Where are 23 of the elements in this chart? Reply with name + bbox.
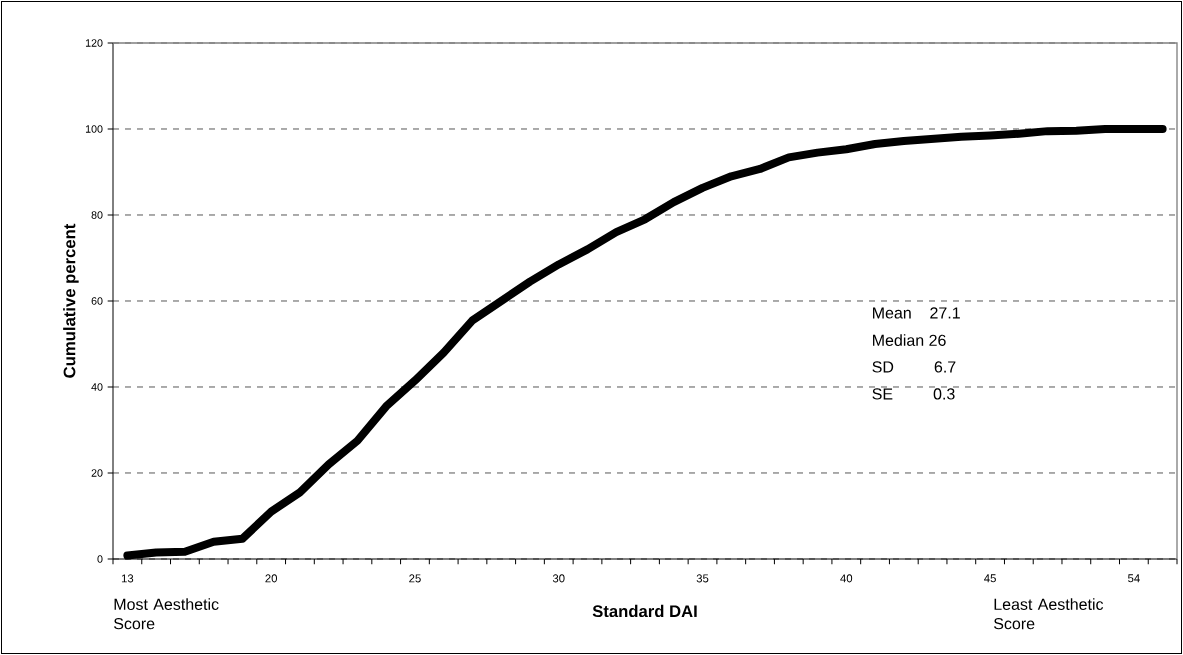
y-tick-label: 40 xyxy=(91,383,103,391)
y-tick-label: 60 xyxy=(91,297,103,305)
x-tick-label: 13 xyxy=(121,574,134,583)
x-tick-label: 25 xyxy=(409,574,421,583)
x-tick-label: 20 xyxy=(265,574,278,583)
y-tick-label: 80 xyxy=(91,211,103,219)
x-axis-title: Standard DAI xyxy=(592,604,697,618)
x-tick-label: 45 xyxy=(984,574,996,583)
text: Least Aesthetic Score xyxy=(994,598,1104,630)
y-tick-label: 100 xyxy=(85,125,103,133)
y-tick-label: 120 xyxy=(85,39,103,47)
y-tick-label: 20 xyxy=(91,469,103,477)
y-tick-label: 0 xyxy=(97,555,103,563)
x-tick-label: 40 xyxy=(840,574,853,583)
y-axis-title: Cumulative percent xyxy=(63,223,79,378)
text: Most Aesthetic Score xyxy=(114,598,219,630)
annotation: SE 0.3 xyxy=(872,388,955,400)
annotation: Mean 27.1 xyxy=(873,307,960,319)
x-tick-label: 35 xyxy=(696,574,709,583)
x-tick-label: 30 xyxy=(552,574,565,583)
annotation: SD 6.7 xyxy=(872,361,956,373)
annotation: Median 26 xyxy=(873,334,946,346)
x-tick-label: 54 xyxy=(1128,574,1140,583)
